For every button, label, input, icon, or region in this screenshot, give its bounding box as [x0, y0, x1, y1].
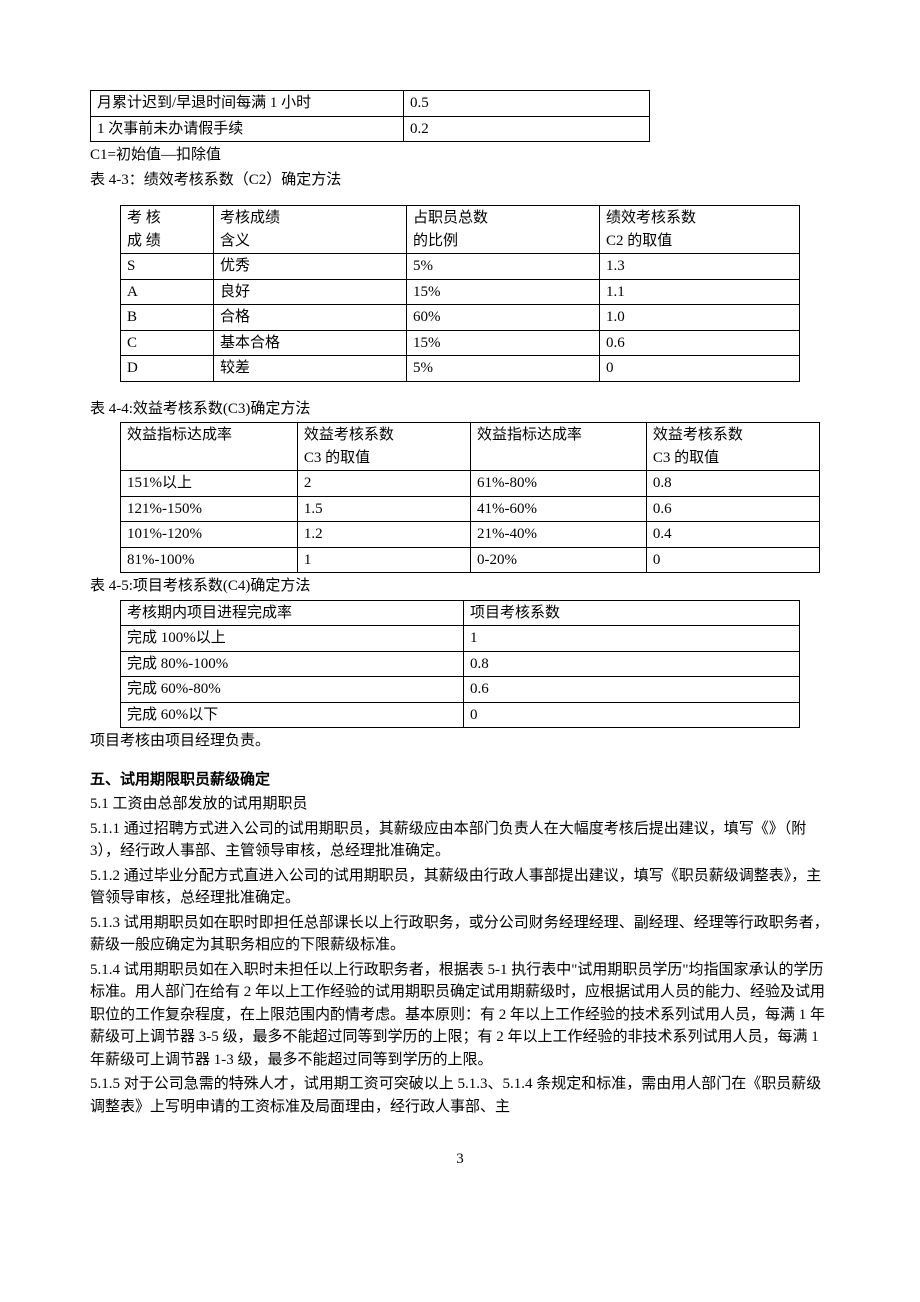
- table-cell: 0.6: [464, 677, 800, 703]
- table-header-cell: 效益考核系数C3 的取值: [646, 423, 819, 471]
- table-cell: 完成 100%以上: [121, 626, 464, 652]
- paragraph-5-1-1: 5.1.1 通过招聘方式进入公司的试用期职员，其薪级应由本部门负责人在大幅度考核…: [90, 818, 830, 863]
- paragraph-5-1-2: 5.1.2 通过毕业分配方式直进入公司的试用期职员，其薪级由行政人事部提出建议，…: [90, 865, 830, 910]
- table-cell: 1.2: [297, 522, 470, 548]
- table-header-cell: 效益考核系数C3 的取值: [297, 423, 470, 471]
- table-cell: 0.6: [646, 496, 819, 522]
- caption-table-4-5: 表 4-5:项目考核系数(C4)确定方法: [90, 575, 830, 598]
- table-cell: 良好: [214, 279, 407, 305]
- table-cell: 月累计迟到/早退时间每满 1 小时: [91, 91, 404, 117]
- text-c1-formula: C1=初始值—扣除值: [90, 144, 830, 167]
- paragraph-5-1: 5.1 工资由总部发放的试用期职员: [90, 793, 830, 816]
- caption-table-4-3: 表 4-3：绩效考核系数（C2）确定方法: [90, 169, 830, 192]
- table-cell: 121%-150%: [121, 496, 298, 522]
- table-header-cell: 考核期内项目进程完成率: [121, 600, 464, 626]
- table-c2-coefficient: 考 核成 绩考核成绩含义占职员总数的比例绩效考核系数C2 的取值S优秀5%1.3…: [120, 205, 800, 382]
- table-cell: B: [121, 305, 214, 331]
- table-c3-coefficient: 效益指标达成率效益考核系数C3 的取值效益指标达成率效益考核系数C3 的取值15…: [120, 422, 820, 573]
- table-cell: 1 次事前未办请假手续: [91, 116, 404, 142]
- paragraph-5-1-5: 5.1.5 对于公司急需的特殊人才，试用期工资可突破以上 5.1.3、5.1.4…: [90, 1073, 830, 1118]
- table-c4-coefficient: 考核期内项目进程完成率项目考核系数完成 100%以上1完成 80%-100%0.…: [120, 600, 800, 729]
- table-header-cell: 占职员总数的比例: [407, 206, 600, 254]
- table-cell: 1.1: [600, 279, 800, 305]
- table-header-cell: 考核成绩含义: [214, 206, 407, 254]
- table-cell: 0.6: [600, 330, 800, 356]
- table-cell: 1.0: [600, 305, 800, 331]
- table-cell: 41%-60%: [470, 496, 646, 522]
- table-cell: S: [121, 254, 214, 280]
- caption-table-4-4: 表 4-4:效益考核系数(C3)确定方法: [90, 398, 830, 421]
- table-cell: 0.5: [404, 91, 650, 117]
- table-cell: 81%-100%: [121, 547, 298, 573]
- table-cell: 61%-80%: [470, 471, 646, 497]
- table-cell: 优秀: [214, 254, 407, 280]
- table-cell: 0.4: [646, 522, 819, 548]
- paragraph-5-1-3: 5.1.3 试用期职员如在职时即担任总部课长以上行政职务，或分公司财务经理经理、…: [90, 912, 830, 957]
- table-cell: 较差: [214, 356, 407, 382]
- table-cell: 60%: [407, 305, 600, 331]
- table-cell: 5%: [407, 254, 600, 280]
- page-number: 3: [90, 1148, 830, 1171]
- table-cell: 101%-120%: [121, 522, 298, 548]
- table-cell: 1: [464, 626, 800, 652]
- table-cell: 0.8: [646, 471, 819, 497]
- table-cell: 15%: [407, 279, 600, 305]
- table-cell: 0: [646, 547, 819, 573]
- table-deduction: 月累计迟到/早退时间每满 1 小时0.51 次事前未办请假手续0.2: [90, 90, 650, 142]
- text-project-note: 项目考核由项目经理负责。: [90, 730, 830, 753]
- table-cell: 21%-40%: [470, 522, 646, 548]
- table-cell: 1: [297, 547, 470, 573]
- table-header-cell: 项目考核系数: [464, 600, 800, 626]
- section-5-title: 五、试用期限职员薪级确定: [90, 769, 830, 792]
- table-cell: 完成 60%以下: [121, 702, 464, 728]
- table-cell: 0.8: [464, 651, 800, 677]
- table-header-cell: 效益指标达成率: [470, 423, 646, 471]
- table-cell: C: [121, 330, 214, 356]
- table-cell: 15%: [407, 330, 600, 356]
- table-header-cell: 效益指标达成率: [121, 423, 298, 471]
- table-cell: 1.5: [297, 496, 470, 522]
- table-cell: 0: [600, 356, 800, 382]
- table-cell: 0: [464, 702, 800, 728]
- table-header-cell: 绩效考核系数C2 的取值: [600, 206, 800, 254]
- table-cell: 基本合格: [214, 330, 407, 356]
- table-cell: D: [121, 356, 214, 382]
- table-cell: 151%以上: [121, 471, 298, 497]
- table-header-cell: 考 核成 绩: [121, 206, 214, 254]
- table-cell: 0-20%: [470, 547, 646, 573]
- paragraph-5-1-4: 5.1.4 试用期职员如在入职时未担任以上行政职务者，根据表 5-1 执行表中"…: [90, 959, 830, 1072]
- table-cell: 合格: [214, 305, 407, 331]
- table-cell: 完成 60%-80%: [121, 677, 464, 703]
- table-cell: 0.2: [404, 116, 650, 142]
- table-cell: 1.3: [600, 254, 800, 280]
- table-cell: 2: [297, 471, 470, 497]
- table-cell: A: [121, 279, 214, 305]
- table-cell: 5%: [407, 356, 600, 382]
- table-cell: 完成 80%-100%: [121, 651, 464, 677]
